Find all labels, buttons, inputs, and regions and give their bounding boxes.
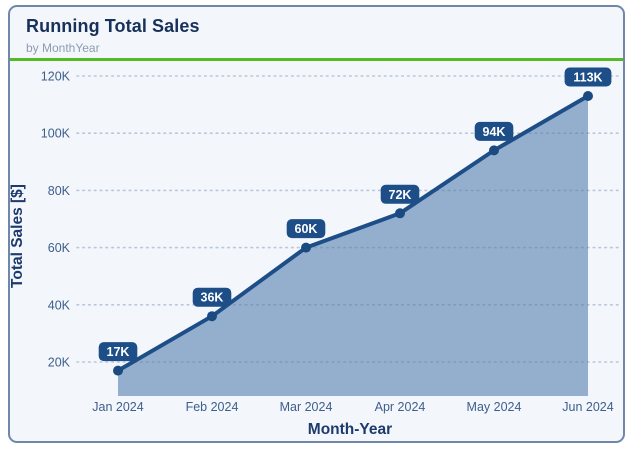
data-label-text-72K: 72K bbox=[389, 188, 412, 202]
data-label-text-17K: 17K bbox=[107, 345, 130, 359]
data-label-text-94K: 94K bbox=[483, 125, 506, 139]
x-tick-label-jun-2024: Jun 2024 bbox=[562, 400, 613, 414]
y-tick-label-100K: 100K bbox=[41, 127, 71, 141]
data-label-badge-36K bbox=[192, 287, 232, 307]
data-label-text-113K: 113K bbox=[573, 71, 602, 85]
data-point-marker-mar-2024[interactable] bbox=[301, 242, 311, 253]
y-tick-label-20K: 20K bbox=[48, 356, 71, 370]
data-point-marker-jan-2024[interactable] bbox=[113, 365, 123, 376]
x-tick-label-feb-2024: Feb 2024 bbox=[186, 400, 239, 414]
chart-card-header: Running Total Sales by MonthYear bbox=[10, 7, 623, 58]
chart-title: Running Total Sales bbox=[26, 16, 200, 36]
data-point-marker-jun-2024[interactable] bbox=[583, 91, 593, 101]
x-tick-label-may-2024: May 2024 bbox=[467, 400, 522, 414]
header-accent-divider bbox=[10, 58, 623, 61]
data-point-marker-apr-2024[interactable] bbox=[395, 208, 405, 219]
data-label-badge-94K bbox=[474, 121, 514, 141]
data-label-text-60K: 60K bbox=[295, 222, 318, 236]
data-point-marker-may-2024[interactable] bbox=[489, 145, 499, 156]
data-label-badge-17K bbox=[98, 342, 138, 362]
data-label-badge-60K bbox=[286, 219, 326, 239]
y-tick-label-60K: 60K bbox=[48, 241, 71, 255]
data-label-text-36K: 36K bbox=[201, 291, 224, 305]
chart-subtitle: by MonthYear bbox=[26, 41, 100, 55]
y-axis-title: Total Sales [$] bbox=[9, 184, 26, 288]
series-line bbox=[116, 94, 590, 373]
x-axis-title: Month-Year bbox=[308, 421, 392, 438]
area-fill bbox=[118, 96, 588, 396]
y-tick-label-80K: 80K bbox=[48, 184, 71, 198]
data-label-badge-113K bbox=[564, 67, 612, 87]
data-label-badge-72K bbox=[380, 184, 420, 204]
x-tick-label-apr-2024: Apr 2024 bbox=[375, 400, 426, 414]
x-tick-label-mar-2024: Mar 2024 bbox=[280, 400, 333, 414]
data-point-marker-feb-2024[interactable] bbox=[207, 311, 217, 322]
x-tick-label-jan-2024: Jan 2024 bbox=[92, 400, 143, 414]
y-tick-label-40K: 40K bbox=[48, 298, 71, 312]
y-tick-label-120K: 120K bbox=[41, 70, 71, 84]
